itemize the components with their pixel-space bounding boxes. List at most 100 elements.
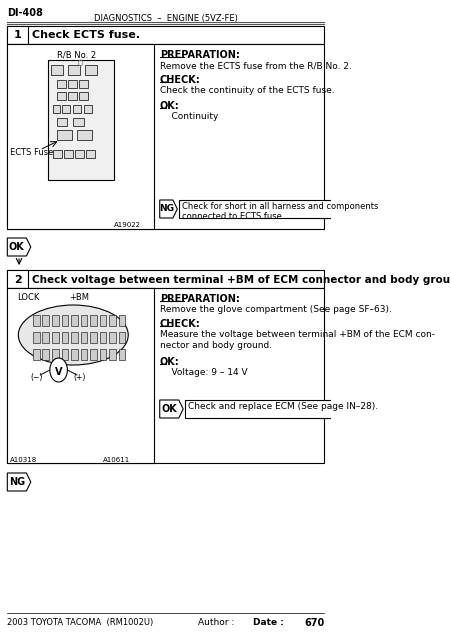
Bar: [42, 332, 49, 343]
Bar: [7, 288, 153, 463]
Bar: [33, 332, 40, 343]
Bar: [57, 80, 66, 88]
Circle shape: [50, 358, 67, 382]
Text: Voltage: 9 – 14 V: Voltage: 9 – 14 V: [159, 368, 247, 377]
Bar: [7, 288, 323, 463]
Bar: [57, 130, 72, 140]
Text: Check ECTS fuse.: Check ECTS fuse.: [32, 30, 140, 40]
Bar: [62, 105, 69, 113]
Bar: [80, 315, 87, 326]
Text: A19022: A19022: [114, 222, 140, 228]
Bar: [90, 332, 97, 343]
Bar: [53, 150, 62, 158]
Bar: [90, 315, 97, 326]
Text: R/B No. 2: R/B No. 2: [57, 50, 96, 59]
Text: A10318: A10318: [10, 457, 37, 463]
Text: (+): (+): [73, 373, 85, 382]
Bar: [77, 130, 92, 140]
Bar: [7, 270, 28, 288]
Bar: [64, 150, 73, 158]
Text: Date :: Date :: [252, 618, 283, 627]
Text: OK: OK: [9, 242, 25, 252]
Text: (−): (−): [30, 373, 43, 382]
Bar: [61, 349, 68, 360]
Bar: [79, 80, 88, 88]
Bar: [7, 44, 153, 229]
Bar: [42, 349, 49, 360]
Bar: [73, 118, 83, 126]
Polygon shape: [159, 200, 177, 218]
Bar: [99, 315, 106, 326]
Bar: [80, 349, 87, 360]
Bar: [179, 200, 335, 218]
Bar: [71, 332, 78, 343]
Text: OK: OK: [161, 404, 177, 414]
Ellipse shape: [18, 305, 128, 365]
Text: Check for short in all harness and components
connected to ECTS fuse.: Check for short in all harness and compo…: [181, 202, 377, 221]
Bar: [73, 105, 80, 113]
Text: Check and replace ECM (See page IN–28).: Check and replace ECM (See page IN–28).: [187, 402, 377, 411]
Bar: [57, 118, 67, 126]
Bar: [85, 65, 97, 75]
Polygon shape: [159, 400, 183, 418]
Text: Check the continuity of the ECTS fuse.: Check the continuity of the ECTS fuse.: [159, 86, 334, 95]
Text: Measure the voltage between terminal +BM of the ECM con-: Measure the voltage between terminal +BM…: [159, 330, 434, 339]
Polygon shape: [7, 238, 31, 256]
Bar: [75, 150, 84, 158]
Bar: [57, 92, 66, 100]
Text: CHECK:: CHECK:: [159, 75, 200, 85]
Bar: [184, 400, 332, 418]
Text: 2003 TOYOTA TACOMA  (RM1002U): 2003 TOYOTA TACOMA (RM1002U): [7, 618, 153, 627]
Bar: [7, 26, 28, 44]
Bar: [71, 315, 78, 326]
Text: OK:: OK:: [159, 101, 179, 111]
Text: Remove the ECTS fuse from the R/B No. 2.: Remove the ECTS fuse from the R/B No. 2.: [159, 61, 351, 70]
Text: Remove the glove compartment (See page SF–63).: Remove the glove compartment (See page S…: [159, 305, 391, 314]
Bar: [99, 349, 106, 360]
Bar: [61, 332, 68, 343]
Bar: [68, 80, 77, 88]
Bar: [33, 349, 40, 360]
Bar: [109, 349, 115, 360]
Text: nector and body ground.: nector and body ground.: [159, 341, 271, 350]
Text: +BM: +BM: [69, 293, 89, 302]
Bar: [99, 332, 106, 343]
Text: NG: NG: [9, 477, 25, 487]
Bar: [84, 105, 92, 113]
Text: PREPARATION:: PREPARATION:: [159, 294, 239, 304]
Text: OK:: OK:: [159, 357, 179, 367]
Bar: [61, 315, 68, 326]
Bar: [119, 349, 125, 360]
Bar: [51, 65, 63, 75]
Text: LOCK: LOCK: [17, 293, 39, 302]
Text: Continuity: Continuity: [159, 112, 218, 121]
Text: CHECK:: CHECK:: [159, 319, 200, 329]
Bar: [79, 92, 88, 100]
Bar: [7, 44, 323, 229]
Bar: [33, 315, 40, 326]
Bar: [80, 332, 87, 343]
Bar: [7, 26, 323, 44]
Text: PREPARATION:: PREPARATION:: [159, 50, 239, 60]
Bar: [109, 332, 115, 343]
Bar: [47, 60, 113, 180]
Bar: [68, 92, 77, 100]
Bar: [119, 332, 125, 343]
Polygon shape: [7, 473, 31, 491]
Bar: [119, 315, 125, 326]
Text: Check voltage between terminal +BM of ECM connector and body ground.: Check voltage between terminal +BM of EC…: [32, 275, 451, 285]
Bar: [52, 349, 59, 360]
Bar: [90, 349, 97, 360]
Bar: [52, 332, 59, 343]
Text: DI-408: DI-408: [7, 8, 43, 18]
Bar: [86, 150, 95, 158]
Text: ECTS Fuse: ECTS Fuse: [10, 148, 54, 157]
Bar: [52, 315, 59, 326]
Bar: [71, 349, 78, 360]
Text: V: V: [55, 367, 62, 377]
Text: DIAGNOSTICS  –  ENGINE (5VZ-FE): DIAGNOSTICS – ENGINE (5VZ-FE): [93, 14, 237, 23]
Bar: [53, 105, 60, 113]
Bar: [68, 65, 80, 75]
Text: 2: 2: [14, 275, 21, 285]
Text: 1: 1: [14, 30, 21, 40]
